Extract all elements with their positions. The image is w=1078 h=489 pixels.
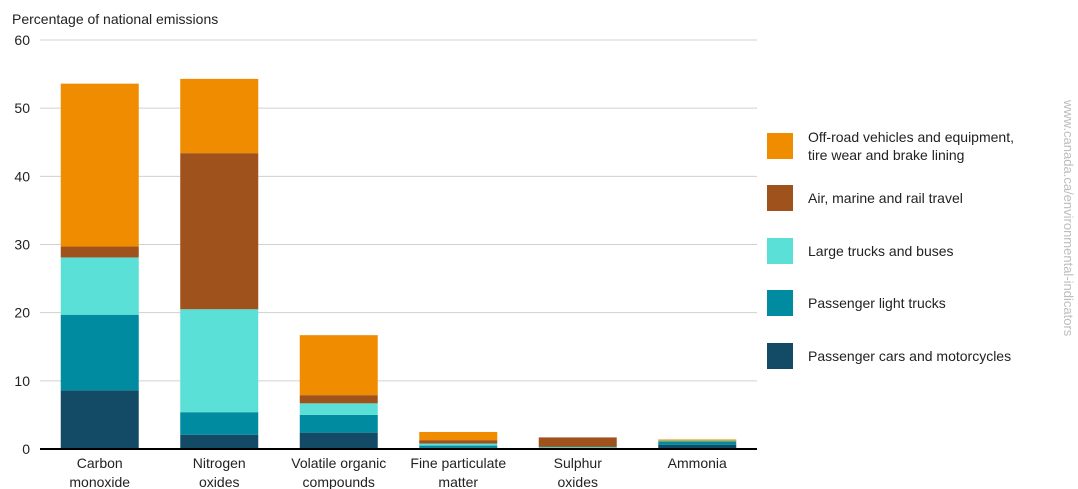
y-axis-ticks: 0 10 20 30 40 50 60 bbox=[14, 32, 30, 457]
x-axis-labels: Carbon monoxide Nitrogen oxides Volatile org… bbox=[69, 455, 727, 489]
y-tick-label: 0 bbox=[22, 441, 30, 457]
bar-segment bbox=[180, 434, 259, 449]
y-tick-label: 50 bbox=[14, 100, 30, 116]
x-category-label: matter bbox=[438, 474, 478, 489]
legend-swatch bbox=[767, 133, 793, 159]
y-tick-label: 20 bbox=[14, 305, 30, 321]
x-category-label: compounds bbox=[303, 474, 375, 489]
legend-label: tire wear and brake lining bbox=[808, 147, 964, 163]
bar-segment bbox=[60, 390, 139, 449]
legend-swatch bbox=[767, 185, 793, 211]
x-category-label: oxides bbox=[199, 474, 239, 489]
x-category-label: Fine particulate bbox=[410, 455, 506, 471]
bar-segment bbox=[658, 440, 737, 442]
bar-segment bbox=[299, 414, 378, 433]
bar-segment bbox=[658, 439, 737, 441]
legend-swatch bbox=[767, 238, 793, 264]
bar-segment bbox=[419, 443, 498, 446]
y-axis-title: Percentage of national emissions bbox=[12, 11, 218, 27]
bar-segment bbox=[299, 395, 378, 404]
bar-segment bbox=[538, 437, 617, 447]
x-category-label: Nitrogen bbox=[193, 455, 246, 471]
x-category-label: Volatile organic bbox=[291, 455, 386, 471]
x-category-label: Carbon bbox=[77, 455, 123, 471]
x-category-label: monoxide bbox=[69, 474, 130, 489]
x-category-label: Sulphur bbox=[554, 455, 603, 471]
bar-segment bbox=[180, 78, 259, 154]
bar-segment bbox=[419, 440, 498, 444]
y-tick-label: 40 bbox=[14, 168, 30, 184]
bar-segment bbox=[60, 257, 139, 315]
bar-segment bbox=[658, 444, 737, 449]
legend-label: Off-road vehicles and equipment, bbox=[808, 129, 1014, 145]
bar-segment bbox=[538, 447, 617, 449]
legend-swatch bbox=[767, 290, 793, 316]
source-text: www.canada.ca/environmental-indicators bbox=[1061, 99, 1076, 337]
bar-segment bbox=[60, 83, 139, 247]
bar-segment bbox=[60, 246, 139, 258]
legend: Off-road vehicles and equipment, tire wea… bbox=[767, 129, 1014, 369]
y-tick-label: 60 bbox=[14, 32, 30, 48]
bar-segment bbox=[658, 441, 737, 445]
legend-swatch bbox=[767, 343, 793, 369]
y-tick-label: 30 bbox=[14, 237, 30, 253]
x-category-label: Ammonia bbox=[668, 455, 727, 471]
legend-label: Passenger light trucks bbox=[808, 295, 946, 311]
gridlines bbox=[40, 39, 757, 382]
bar-segment bbox=[419, 445, 498, 448]
y-tick-label: 10 bbox=[14, 373, 30, 389]
legend-label: Large trucks and buses bbox=[808, 243, 954, 259]
bar-segment bbox=[538, 446, 617, 448]
x-category-label: oxides bbox=[558, 474, 598, 489]
legend-label: Passenger cars and motorcycles bbox=[808, 348, 1011, 364]
bar-segment bbox=[180, 412, 259, 435]
bar-segment bbox=[419, 431, 498, 441]
bars bbox=[60, 78, 737, 449]
bar-segment bbox=[299, 403, 378, 415]
bar-segment bbox=[60, 314, 139, 391]
bar-segment bbox=[180, 309, 259, 413]
bar-segment bbox=[299, 432, 378, 449]
bar-segment bbox=[299, 335, 378, 396]
legend-label: Air, marine and rail travel bbox=[808, 190, 963, 206]
bar-segment bbox=[180, 153, 259, 310]
